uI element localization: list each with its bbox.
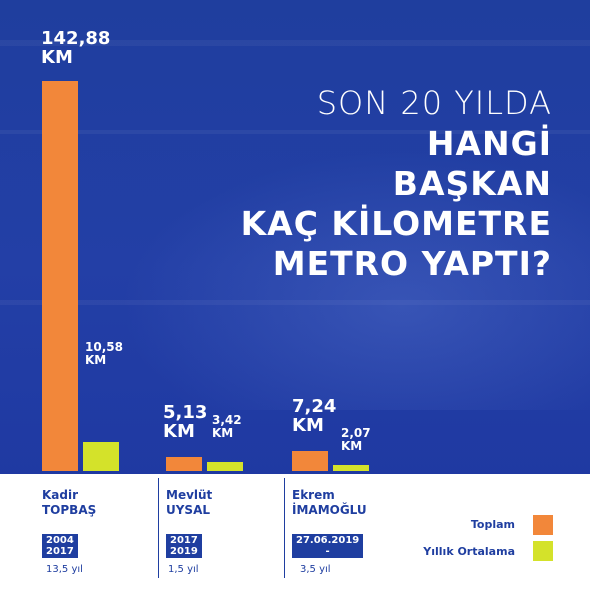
duration-uysal: 1,5 yıl: [168, 564, 199, 575]
title-line-3: BAŞKAN: [392, 164, 552, 203]
person-first-name: Ekrem: [292, 488, 335, 502]
person-uysal: Mevlüt UYSAL: [158, 478, 213, 578]
person-first-name: Kadir: [42, 488, 79, 502]
bar-imamoglu-avg: [333, 465, 369, 471]
legend-swatch-toplam: [533, 515, 553, 535]
title-line-4: KAÇ KİLOMETRE: [240, 204, 552, 243]
period-end: -: [325, 546, 330, 557]
bar-topbas-total: [42, 81, 78, 471]
bar-uysal-avg: [207, 461, 243, 471]
bg-tunnel: [120, 150, 590, 410]
person-first-name: Mevlüt: [166, 488, 213, 502]
bg-stripe: [0, 300, 590, 305]
bar-uysal-total: [166, 456, 202, 471]
data-label-topbas-avg: 10,58 KM: [85, 340, 123, 367]
title-line-2: HANGİ: [426, 124, 552, 163]
bar-imamoglu-total: [292, 451, 328, 471]
data-label-topbas-total: 142,88 KM: [41, 28, 111, 68]
data-label-uysal-total: 5,13 KM: [163, 402, 208, 442]
period-uysal: 2017 2019: [166, 534, 202, 558]
period-end: 2019: [170, 546, 198, 557]
period-start: 2017: [170, 535, 198, 546]
person-topbas: Kadir TOPBAŞ: [42, 488, 96, 518]
person-last-name: TOPBAŞ: [42, 503, 97, 517]
person-last-name: UYSAL: [166, 503, 211, 517]
data-label-imamoglu-avg: 2,07 KM: [341, 426, 371, 453]
legend-swatch-yillik: [533, 541, 553, 561]
column-divider: [284, 478, 285, 578]
period-topbas: 2004 2017: [42, 534, 78, 558]
title-line-5: METRO YAPTI?: [272, 244, 552, 283]
data-label-uysal-avg: 3,42 KM: [212, 413, 242, 440]
period-imamoglu: 27.06.2019 -: [292, 534, 364, 558]
title-line-1: SON 20 YILDA: [316, 84, 552, 122]
person-imamoglu: Ekrem İMAMOĞLU: [284, 478, 367, 578]
bg-stripe: [0, 130, 590, 134]
period-start: 2004: [46, 535, 74, 546]
legend-label-toplam: Toplam: [470, 518, 515, 531]
bar-topbas-avg: [83, 442, 119, 471]
data-label-imamoglu-total: 7,24 KM: [292, 396, 337, 436]
legend-label-yillik: Yıllık Ortalama: [423, 545, 515, 558]
period-start: 27.06.2019: [296, 535, 360, 546]
bg-stripe: [0, 40, 590, 46]
person-last-name: İMAMOĞLU: [292, 503, 367, 517]
period-end: 2017: [46, 546, 74, 557]
column-divider: [158, 478, 159, 578]
duration-imamoglu: 3,5 yıl: [300, 564, 331, 575]
bottom-panel: [0, 474, 590, 590]
duration-topbas: 13,5 yıl: [46, 564, 83, 575]
